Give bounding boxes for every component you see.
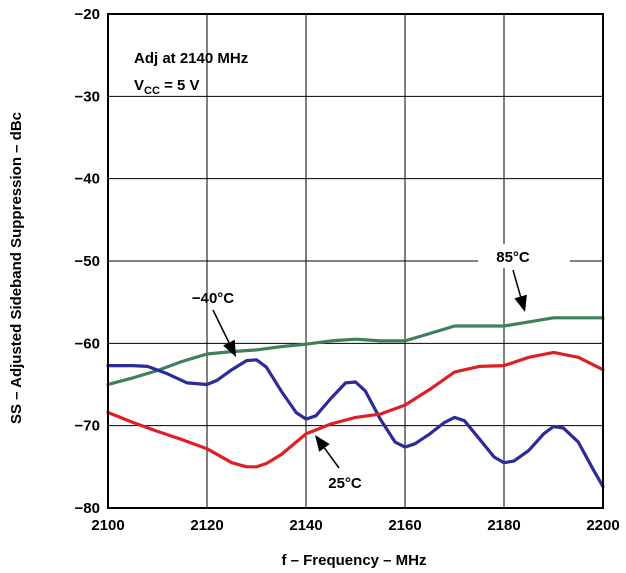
annotation-vcc-letter: V (134, 77, 144, 94)
y-axis-title: SS – Adjusted Sideband Suppression – dBc (8, 112, 25, 424)
series-label-minus40c: −40°C (192, 290, 234, 307)
tick-labels: 2100 2120 2140 2160 2180 2200 −20 −30 −40 −50 −60 −… (75, 6, 620, 534)
arrow-85c (512, 269, 527, 312)
annotation-vcc-subscript: CC (144, 85, 160, 97)
x-axis-title: f – Frequency – MHz (281, 552, 426, 569)
y-tick-label: −40 (75, 171, 100, 188)
y-tick-label: −60 (75, 335, 100, 352)
label-arrows (212, 269, 527, 469)
arrow-25c (315, 435, 340, 469)
arrow-minus40c (212, 309, 236, 357)
plot-frame (107, 13, 604, 509)
series-label-85c: 85°C (496, 249, 530, 266)
series-line-2 (106, 350, 605, 469)
grid-lines (108, 14, 603, 508)
y-tick-label: −80 (75, 500, 100, 517)
y-tick-label: −70 (75, 418, 100, 435)
y-tick-label: −50 (75, 253, 100, 270)
series-label-25c: 25°C (328, 475, 362, 492)
label-85c-background (478, 244, 570, 268)
series-lines (106, 316, 605, 489)
x-tick-label: 2180 (487, 517, 520, 534)
y-tick-label: −20 (75, 6, 100, 23)
series-labels: 85°C −40°C 25°C (192, 244, 570, 492)
series-line-0 (106, 316, 605, 387)
series-line-1 (106, 358, 605, 489)
y-tick-label: −30 (75, 88, 100, 105)
x-tick-label: 2120 (190, 517, 223, 534)
annotation-line-2: VCC = 5 V (134, 77, 200, 97)
annotation-line-1: Adj at 2140 MHz (134, 50, 248, 67)
condition-annotation: Adj at 2140 MHz VCC = 5 V (134, 50, 248, 97)
annotation-vcc-value: = 5 V (160, 77, 200, 94)
x-tick-label: 2100 (91, 517, 124, 534)
x-tick-label: 2140 (289, 517, 322, 534)
plot-border (107, 13, 604, 509)
x-tick-label: 2200 (586, 517, 619, 534)
x-tick-label: 2160 (388, 517, 421, 534)
